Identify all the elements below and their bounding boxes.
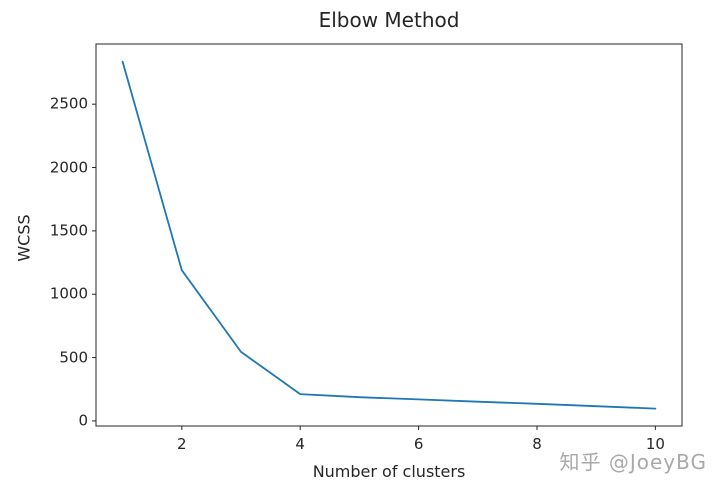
x-tick-label-10: 10: [645, 435, 665, 453]
x-tick-label-2: 2: [177, 435, 187, 453]
x-axis-label: Number of clusters: [312, 462, 466, 481]
y-axis-label: WCSS: [14, 214, 34, 262]
watermark-text: 知乎 @JoeyBG: [559, 450, 707, 474]
y-tick-label-2500: 2500: [49, 94, 88, 113]
y-tick-label-1500: 1500: [49, 221, 88, 240]
x-tick-label-6: 6: [413, 435, 424, 453]
y-tick-label-0: 0: [78, 411, 88, 430]
x-tick-label-8: 8: [532, 435, 542, 453]
y-tick-label-1000: 1000: [49, 284, 88, 303]
chart-title: Elbow Method: [318, 8, 460, 32]
x-tick-label-4: 4: [295, 435, 305, 453]
y-tick-label-500: 500: [59, 348, 88, 367]
y-tick-label-2000: 2000: [49, 158, 88, 177]
wcss-line: [121, 60, 657, 410]
watermark: 知乎 @JoeyBG: [560, 446, 708, 475]
plot-border: [95, 43, 683, 427]
